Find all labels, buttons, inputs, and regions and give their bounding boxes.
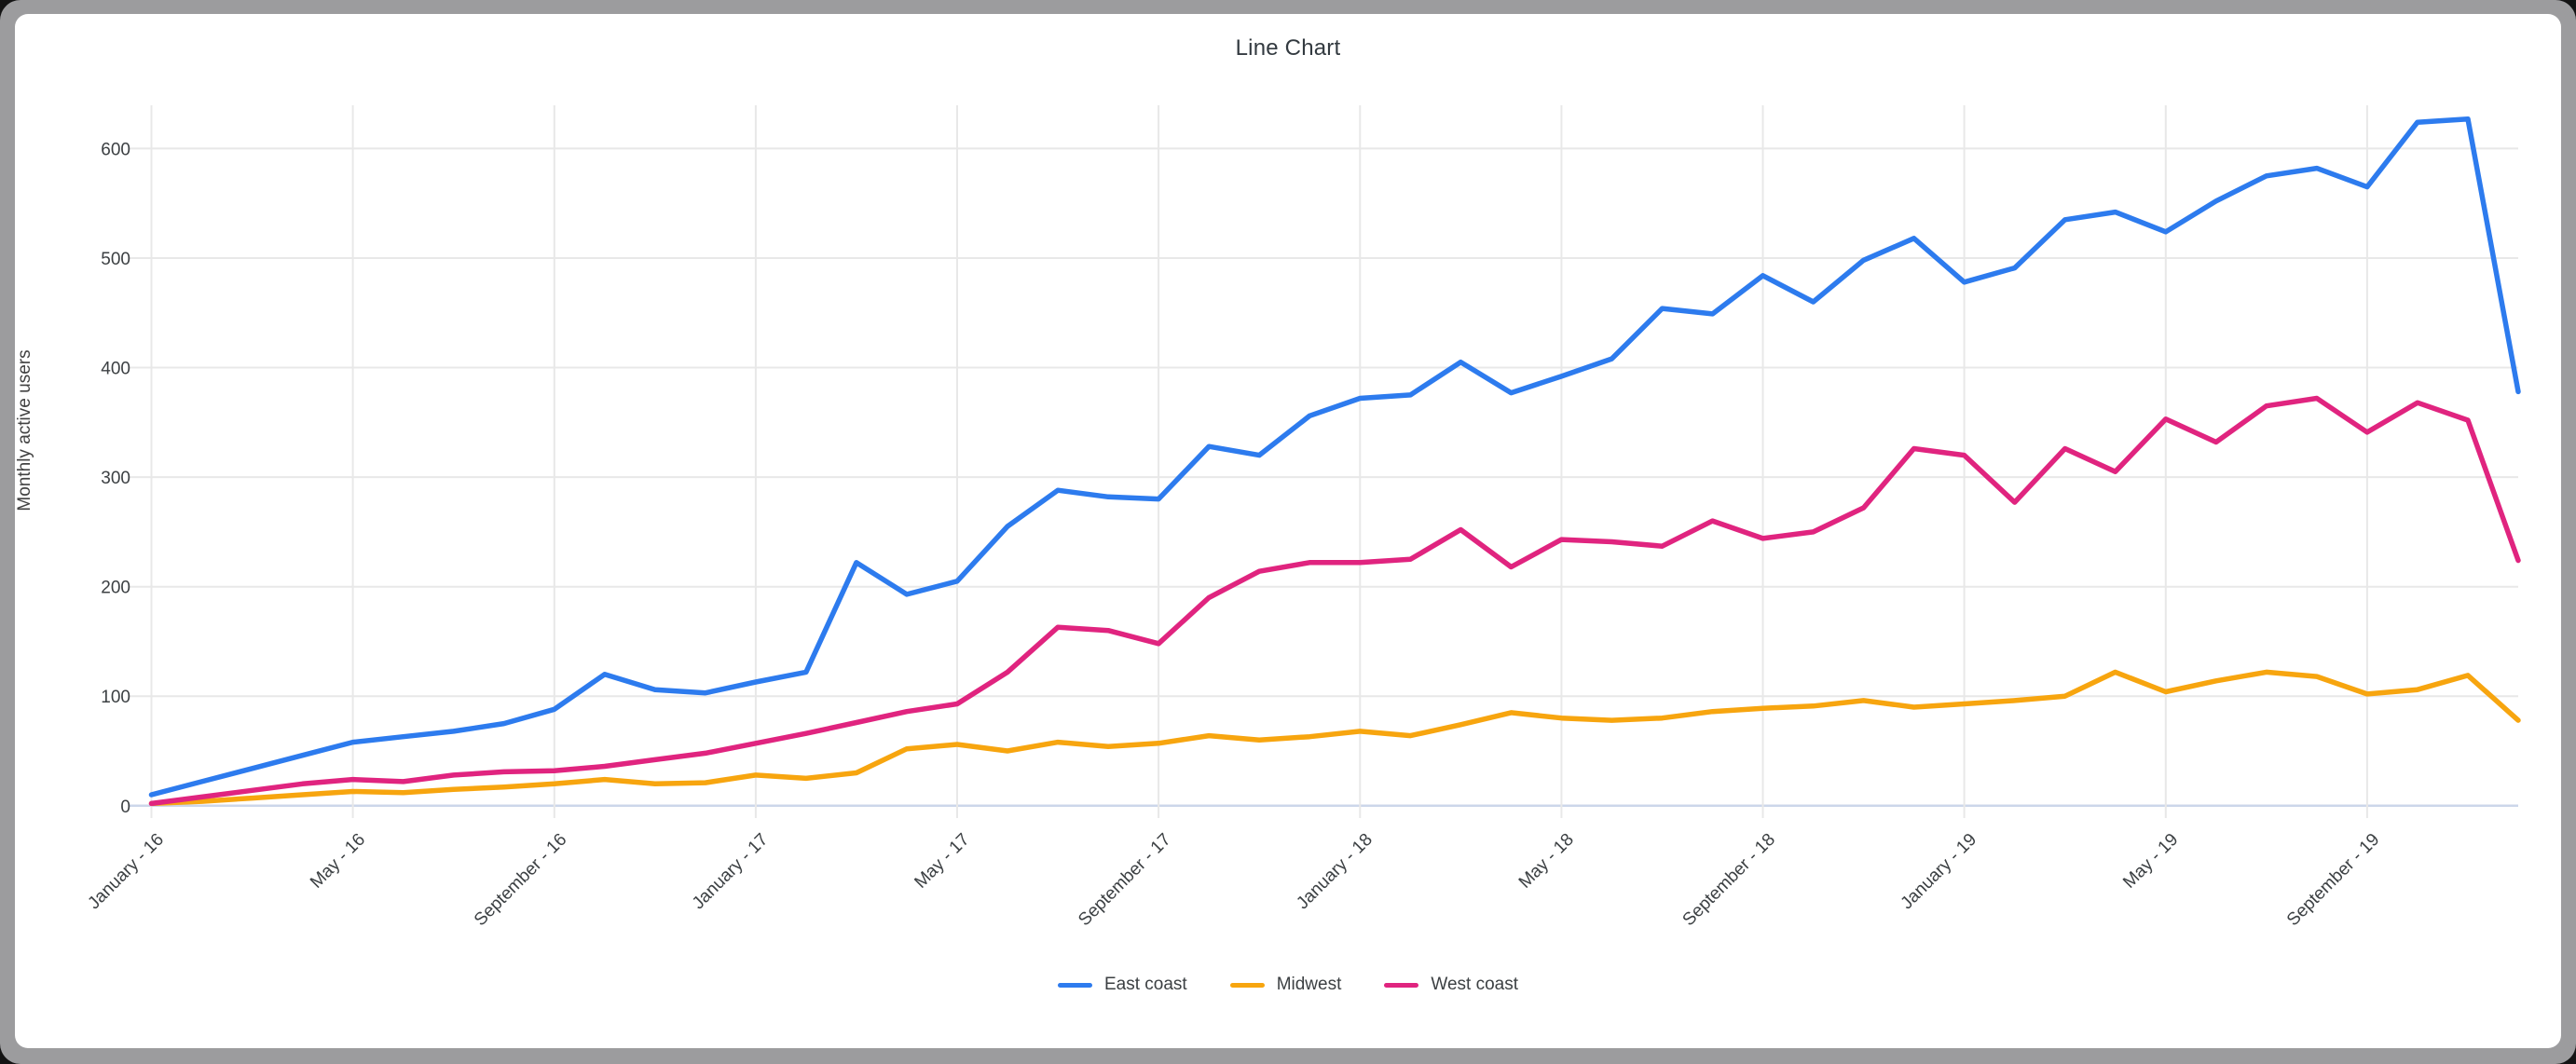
chart-title: Line Chart (1235, 35, 1341, 61)
east-coast-line-icon (1057, 982, 1092, 988)
x-tick-label: January - 16 (84, 830, 168, 914)
y-tick-label: 300 (101, 469, 130, 488)
series-line-midwest (148, 669, 2521, 807)
legend-label: East coast (1103, 975, 1187, 994)
chart-card (15, 14, 2561, 1048)
x-tick-label: January - 17 (689, 830, 773, 914)
west-coast-line-icon (1384, 982, 1419, 988)
y-tick-label: 0 (120, 798, 130, 817)
legend-item-midwest[interactable]: Midwest (1229, 975, 1342, 995)
x-tick-label: January - 18 (1293, 830, 1377, 914)
x-tick-label: May - 16 (307, 830, 369, 893)
y-tick-label: 100 (101, 688, 130, 707)
x-tick-label: September - 16 (471, 830, 570, 930)
x-tick-label: September - 17 (1075, 830, 1174, 930)
midwest-line-icon (1229, 982, 1265, 988)
legend-item-west-coast[interactable]: West coast (1384, 975, 1518, 995)
series-line-east-coast (148, 116, 2521, 798)
y-tick-label: 600 (101, 140, 130, 159)
y-tick-label: 500 (101, 250, 130, 269)
x-tick-label: September - 19 (2283, 830, 2383, 930)
x-tick-label: May - 19 (2119, 830, 2182, 893)
legend-item-east-coast[interactable]: East coast (1057, 975, 1187, 995)
x-tick-label: September - 18 (1679, 830, 1779, 930)
y-axis-title: Monthly active users (15, 349, 34, 511)
x-tick-label: May - 18 (1515, 830, 1578, 893)
chart-legend: East coast Midwest West coast (0, 975, 2576, 995)
y-tick-label: 400 (101, 360, 130, 379)
x-tick-label: May - 17 (911, 830, 973, 893)
series-line-west-coast (148, 395, 2521, 807)
legend-label: West coast (1431, 975, 1519, 994)
legend-label: Midwest (1276, 975, 1342, 994)
x-tick-label: January - 19 (1898, 830, 1981, 914)
y-tick-label: 200 (101, 579, 130, 598)
